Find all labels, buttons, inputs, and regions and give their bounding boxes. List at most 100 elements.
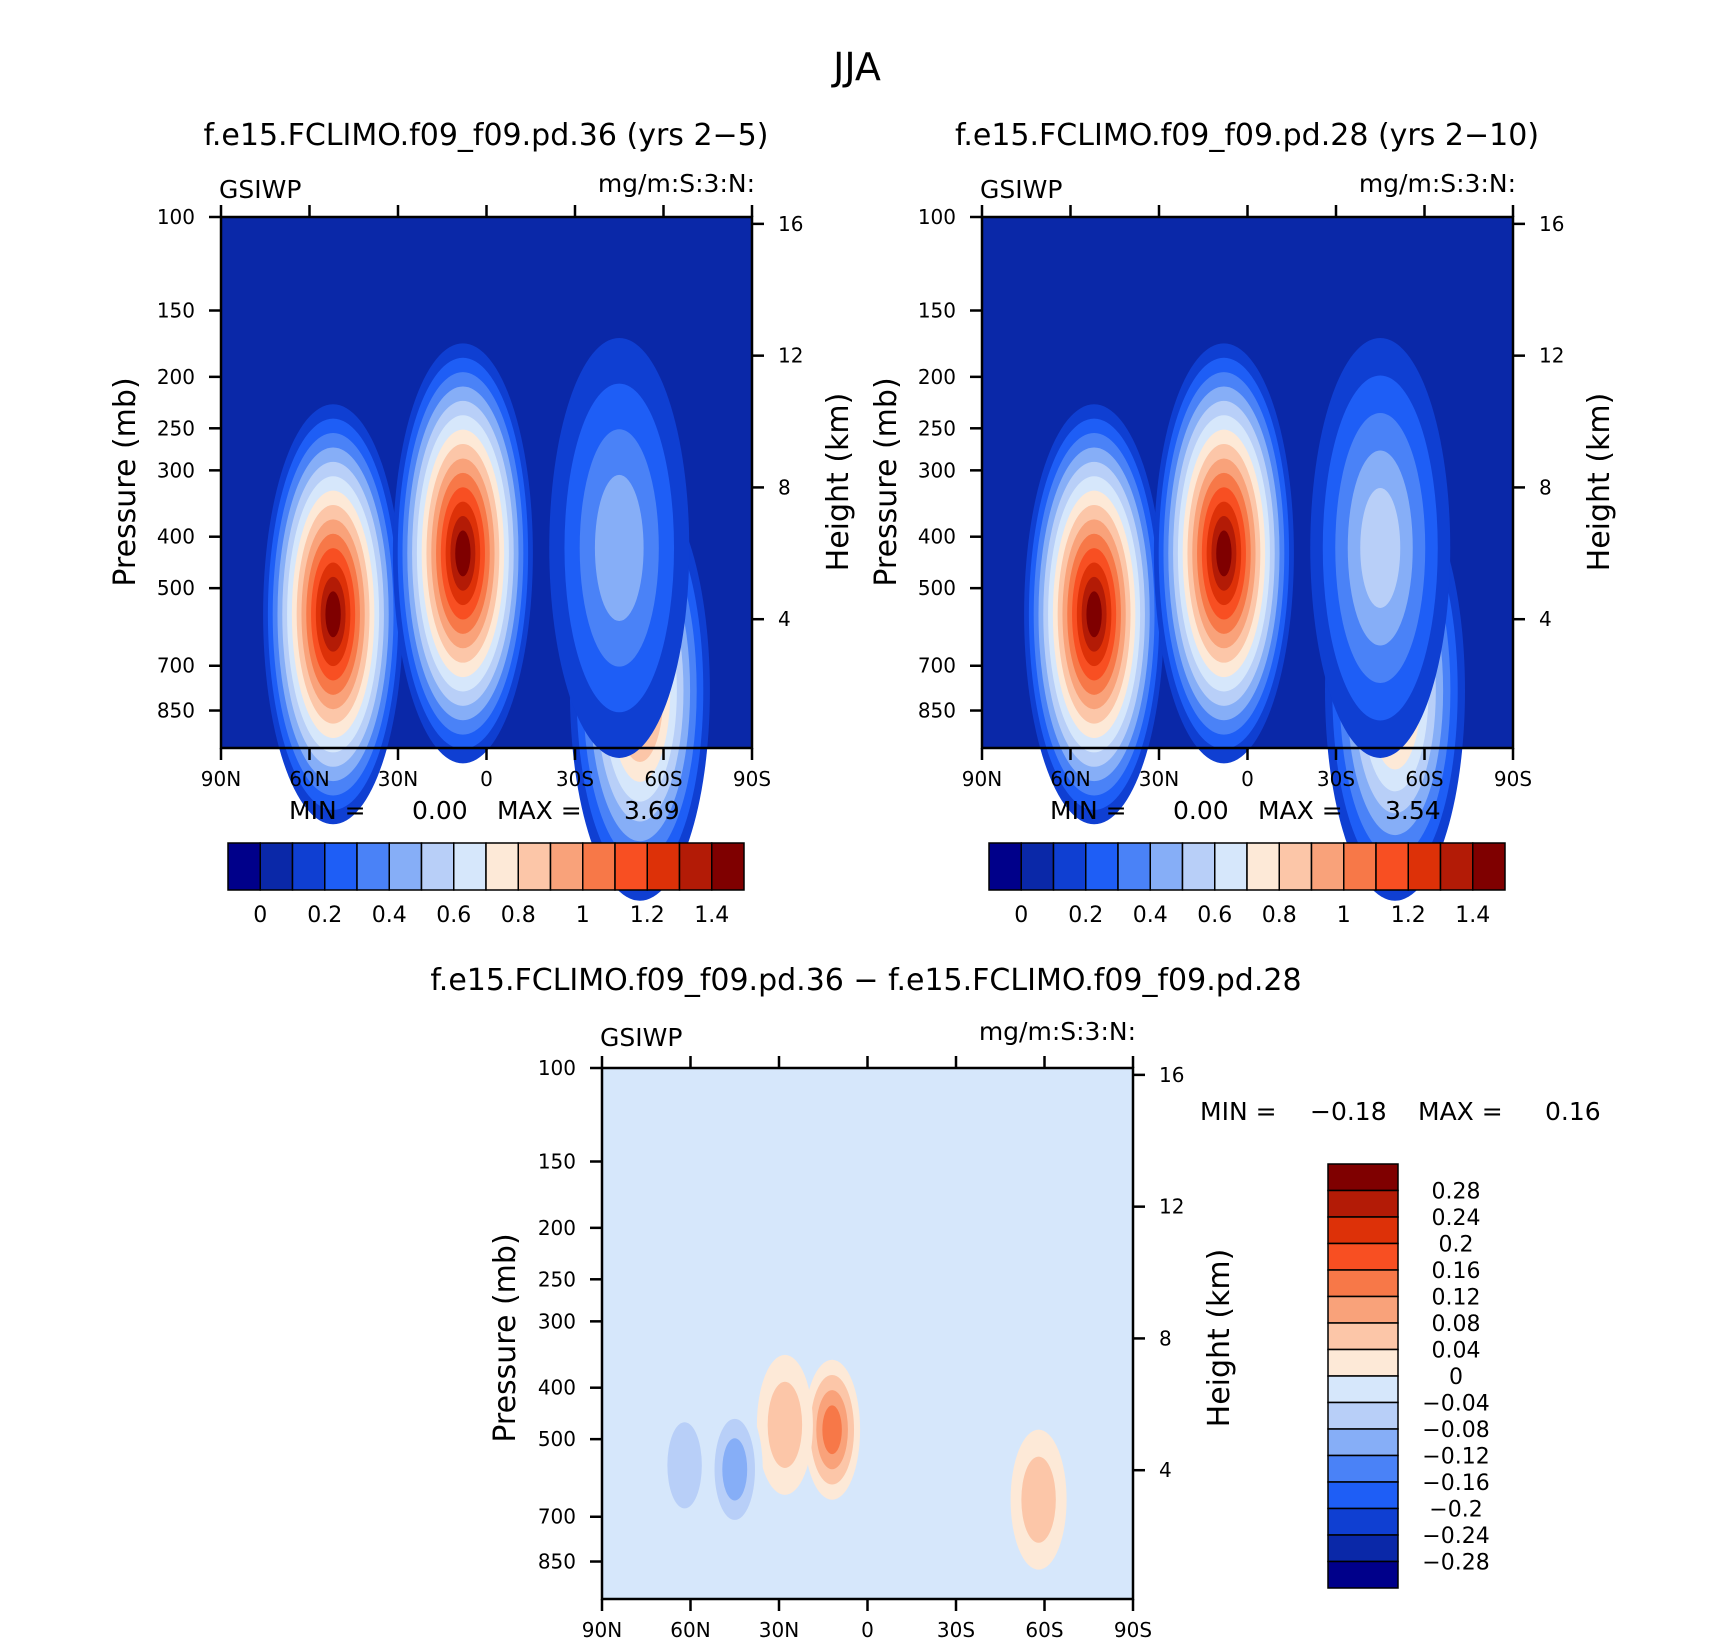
- x-tick-label: 0: [480, 767, 493, 791]
- x-tick-label: 90N: [201, 767, 241, 791]
- colorbar-label: 1: [1337, 903, 1351, 928]
- colorbar-box: [1085, 842, 1119, 891]
- colorbar-box: [453, 842, 487, 891]
- colorbar-box: [1407, 842, 1442, 891]
- panel-2-title: f.e15.FCLIMO.f09_f09.pd.28 (yrs 2−10): [955, 118, 1539, 153]
- panel-2-max-label: MAX =: [1258, 796, 1343, 825]
- panel-1-ylabel-right: Height (km): [821, 393, 856, 572]
- colorbar-label: 1.4: [1455, 903, 1490, 928]
- colorbar-box: [1327, 1189, 1399, 1218]
- y-right-tick-label: 4: [1539, 607, 1552, 631]
- colorbar-box: [485, 842, 519, 891]
- contour-level-1-13: [455, 530, 471, 577]
- colorbar-box: [291, 842, 326, 891]
- y-tick-label: 250: [538, 1267, 576, 1291]
- panel-3-ylabel-right: Height (km): [1202, 1249, 1237, 1428]
- y-tick-label: 700: [538, 1505, 576, 1529]
- colorbar-label: 0: [253, 903, 267, 928]
- y-tick-label: 500: [918, 576, 956, 600]
- colorbar-box: [1327, 1348, 1399, 1377]
- colorbar-box: [1327, 1428, 1399, 1457]
- panel-3-contours: [656, 1354, 1067, 1570]
- colorbar-box: [356, 842, 390, 891]
- panel-2-left-string: GSIWP: [980, 175, 1062, 204]
- y-tick-label: 300: [157, 458, 195, 482]
- colorbar-box: [1278, 842, 1313, 891]
- colorbar-label: 0.2: [1439, 1233, 1474, 1258]
- colorbar-box: [388, 842, 423, 891]
- colorbar-box: [614, 842, 648, 891]
- panel-2-min-label: MIN =: [1050, 796, 1127, 825]
- x-tick-label: 60N: [1050, 767, 1090, 791]
- colorbar-box: [1052, 842, 1087, 891]
- y-tick-label: 250: [157, 416, 195, 440]
- x-tick-label: 60S: [1025, 1618, 1063, 1639]
- panel-3-min-label: MIN =: [1200, 1097, 1277, 1126]
- colorbar-box: [1327, 1454, 1399, 1483]
- contour-level-1-1: [767, 1381, 803, 1468]
- colorbar-box: [1327, 1375, 1399, 1404]
- panel-2-ylabel-right: Height (km): [1582, 393, 1617, 572]
- panel-1-max-label: MAX =: [497, 796, 582, 825]
- colorbar-label: 0.16: [1432, 1259, 1481, 1284]
- colorbar-box: [1327, 1481, 1399, 1510]
- colorbar-box: [517, 842, 552, 891]
- colorbar-label: 0.8: [501, 903, 536, 928]
- y-right-tick-label: 12: [1159, 1195, 1184, 1219]
- colorbar-label: −0.16: [1422, 1471, 1489, 1496]
- x-tick-label: 30S: [556, 767, 594, 791]
- x-tick-label: 30N: [1139, 767, 1179, 791]
- y-tick-label: 850: [157, 699, 195, 723]
- x-tick-label: 60N: [289, 767, 329, 791]
- colorbar-label: 0.4: [372, 903, 407, 928]
- colorbar-label: −0.28: [1422, 1551, 1489, 1576]
- panel-3-right-string: mg/m:S:3:N:: [979, 1017, 1136, 1046]
- panel-3-min-value: −0.18: [1310, 1097, 1387, 1126]
- contour-level-2-1: [667, 1422, 702, 1509]
- x-tick-label: 30S: [937, 1618, 975, 1639]
- panel-2-colorbar: 0 0.2 0.4 0.6 0.8 1 1.2 1.4: [988, 842, 1506, 928]
- colorbar-box: [678, 842, 713, 891]
- x-tick-label: 60S: [644, 767, 682, 791]
- y-right-tick-label: 12: [778, 344, 803, 368]
- y-right-tick-label: 8: [1539, 475, 1552, 499]
- colorbar-box: [1117, 842, 1151, 891]
- panel-1-colorbar: 0 0.2 0.4 0.6 0.8 1 1.2 1.4: [227, 842, 745, 928]
- y-tick-label: 100: [538, 1056, 576, 1080]
- colorbar-box: [1343, 842, 1377, 891]
- colorbar-label: −0.2: [1429, 1498, 1482, 1523]
- y-right-tick-label: 16: [1159, 1063, 1184, 1087]
- panel-1-contours: [263, 337, 710, 901]
- contour-level-3-3: [594, 474, 644, 621]
- colorbar-box: [1327, 1322, 1399, 1351]
- contour-level-1-13: [1216, 530, 1232, 577]
- colorbar-box: [1181, 842, 1216, 891]
- y-tick-label: 150: [157, 299, 195, 323]
- colorbar-box: [646, 842, 681, 891]
- chart-panel-3: f.e15.FCLIMO.f09_f09.pd.36 − f.e15.FCLIM…: [430, 963, 1600, 1639]
- colorbar-box: [711, 842, 745, 891]
- colorbar-label: 0.8: [1262, 903, 1297, 928]
- panel-1-title: f.e15.FCLIMO.f09_f09.pd.36 (yrs 2−5): [204, 118, 769, 153]
- panel-2-ylabel: Pressure (mb): [869, 377, 904, 586]
- colorbar-label: −0.08: [1422, 1418, 1489, 1443]
- x-tick-label: 60S: [1405, 767, 1443, 791]
- colorbar-box: [1327, 1507, 1399, 1536]
- contour-level-0-3: [822, 1405, 842, 1455]
- colorbar-box: [1327, 1163, 1399, 1192]
- y-tick-label: 400: [918, 525, 956, 549]
- x-tick-label: 60N: [670, 1618, 710, 1639]
- panel-1-min-value: 0.00: [412, 796, 468, 825]
- colorbar-label: 1: [576, 903, 590, 928]
- panel-1-right-string: mg/m:S:3:N:: [598, 169, 755, 198]
- y-tick-label: 850: [538, 1550, 576, 1574]
- panel-3-left-string: GSIWP: [600, 1023, 682, 1052]
- colorbar-label: 0: [1014, 903, 1028, 928]
- contour-level-3-2: [722, 1438, 748, 1501]
- x-tick-label: 30S: [1317, 767, 1355, 791]
- y-tick-label: 400: [538, 1376, 576, 1400]
- colorbar-box: [259, 842, 294, 891]
- y-right-tick-label: 8: [778, 475, 791, 499]
- y-tick-label: 200: [157, 365, 195, 389]
